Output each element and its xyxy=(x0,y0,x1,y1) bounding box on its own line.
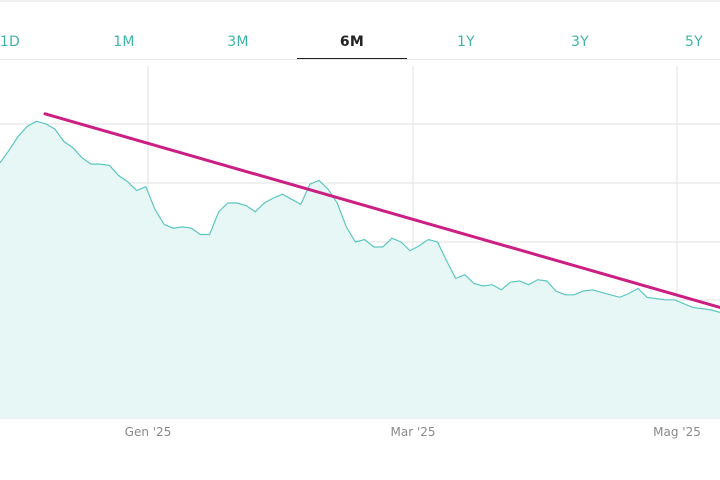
x-tick-label: Gen '25 xyxy=(125,425,172,439)
tab-1d[interactable]: 1D xyxy=(0,34,21,50)
price-area xyxy=(0,121,720,419)
tabs-divider xyxy=(0,59,720,60)
tab-3m[interactable]: 3M xyxy=(227,34,249,50)
tab-5y[interactable]: 5Y xyxy=(684,34,704,50)
price-line xyxy=(0,120,720,313)
x-axis-labels: Gen '25 Mar '25 Mag '25 xyxy=(125,425,701,439)
tab-1m[interactable]: 1M xyxy=(113,34,135,50)
x-tick-label: Mar '25 xyxy=(390,425,435,439)
trend-line xyxy=(43,112,720,309)
x-tick-label: Mag '25 xyxy=(653,425,701,439)
tab-1y[interactable]: 1Y xyxy=(456,34,476,50)
tab-3y[interactable]: 3Y xyxy=(570,34,590,50)
top-divider xyxy=(0,0,720,2)
